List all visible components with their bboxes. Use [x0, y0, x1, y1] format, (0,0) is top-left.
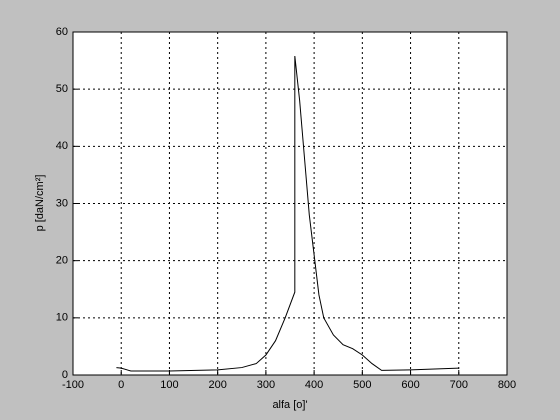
y-axis-label: p [daN/cm²]	[34, 175, 46, 232]
y-tick-label: 40	[56, 140, 68, 152]
x-axis-label: alfa [o]'	[272, 399, 307, 411]
y-tick-label: 10	[56, 312, 68, 324]
x-tick-label: 400	[305, 379, 323, 391]
x-tick-label: 600	[401, 379, 419, 391]
y-tick-label: 30	[56, 197, 68, 209]
x-tick-label: 0	[118, 379, 124, 391]
x-tick-label: 200	[208, 379, 226, 391]
x-tick-label: 800	[498, 379, 516, 391]
y-tick-label: 0	[62, 369, 68, 381]
x-tick-label: 500	[353, 379, 371, 391]
axes-box	[72, 31, 508, 376]
y-tick-label: 20	[56, 255, 68, 267]
data-line	[116, 55, 459, 372]
x-tick-label: 100	[160, 379, 178, 391]
x-tick-label: 700	[450, 379, 468, 391]
x-tick-label: -100	[62, 379, 84, 391]
y-tick-label: 50	[56, 83, 68, 95]
y-tick-label: 60	[56, 26, 68, 38]
x-tick-label: 300	[257, 379, 275, 391]
